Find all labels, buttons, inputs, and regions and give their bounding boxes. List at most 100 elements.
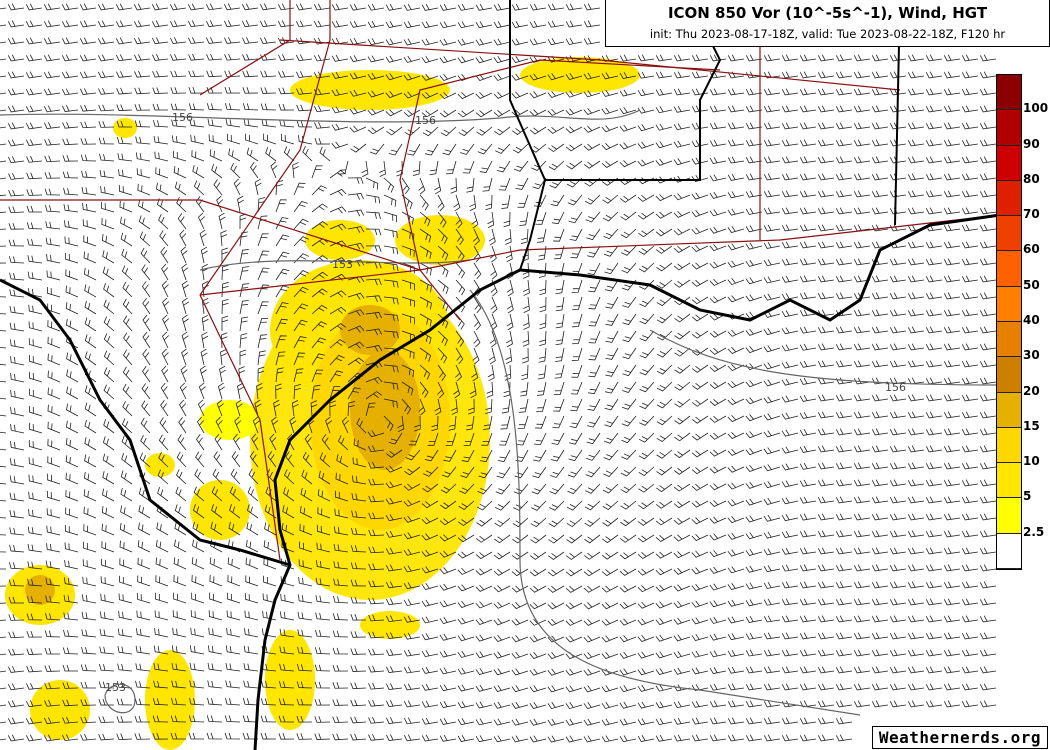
wind-barb (216, 399, 224, 417)
wind-barb (122, 298, 133, 315)
wind-barb (673, 140, 691, 148)
wind-barb (656, 262, 673, 272)
wind-barb (453, 194, 461, 212)
wind-barb (655, 517, 673, 526)
wind-barb (434, 177, 442, 195)
wind-barb (450, 177, 457, 194)
wind-barb (511, 618, 529, 626)
wind-barb (62, 105, 79, 112)
wind-barb (260, 732, 277, 740)
wind-barb (961, 445, 979, 453)
wind-barb (46, 543, 61, 553)
wind-barb (135, 663, 151, 672)
wind-barb (656, 398, 673, 409)
wind-barb (835, 394, 853, 402)
wind-barb (925, 309, 943, 317)
wind-barb (120, 505, 133, 519)
wind-barb (181, 348, 189, 366)
wind-barb (781, 581, 799, 589)
wind-barb (781, 258, 799, 266)
wind-barb (0, 109, 7, 112)
wind-barb (347, 226, 365, 234)
wind-barb (401, 364, 415, 377)
wind-barb (853, 156, 871, 164)
wind-barb (943, 326, 961, 334)
wind-barb (153, 680, 169, 689)
wind-barb (278, 70, 295, 78)
wind-barb (673, 228, 691, 236)
wind-barb (604, 262, 619, 275)
wind-barb (439, 717, 457, 725)
wind-barb (178, 416, 187, 434)
wind-barb (583, 3, 601, 11)
wind-barb (98, 121, 115, 128)
wind-barb (853, 479, 871, 487)
wind-barb (421, 650, 439, 658)
wind-barb (275, 318, 288, 332)
wind-barb (673, 517, 691, 525)
wind-barb (311, 271, 328, 281)
wind-barb (385, 497, 403, 505)
wind-barb (536, 228, 547, 243)
wind-barb (311, 304, 328, 315)
wind-barb (979, 258, 997, 266)
wind-barb (835, 71, 853, 79)
wind-barb (961, 71, 979, 79)
wind-barb (638, 466, 655, 477)
wind-barb (349, 125, 367, 133)
wind-barb (961, 479, 979, 487)
wind-barb (314, 716, 331, 723)
wind-barb (208, 627, 223, 638)
wind-barb (336, 454, 349, 468)
wind-barb (781, 547, 799, 555)
wind-barb (385, 547, 403, 555)
wind-barb (457, 534, 475, 543)
wind-barb (141, 383, 151, 400)
wind-barb (368, 733, 385, 741)
wind-barb (601, 107, 619, 115)
wind-barb (547, 702, 565, 710)
wind-barb (530, 551, 547, 560)
wind-barb (171, 645, 187, 655)
wind-barb (835, 564, 853, 572)
wind-barb (691, 330, 709, 339)
wind-barb (655, 71, 673, 79)
wind-barb (401, 177, 410, 195)
wind-barb (745, 700, 763, 708)
wind-barb (673, 88, 691, 96)
wind-barb (511, 602, 529, 610)
wind-barb (383, 330, 399, 339)
wind-barb (139, 231, 151, 247)
wind-barb (47, 473, 61, 485)
wind-barb (206, 715, 223, 723)
wind-barb (853, 258, 871, 266)
wind-barb (65, 420, 79, 434)
wind-barb (889, 394, 907, 402)
wind-barb (619, 89, 637, 97)
wind-barb (763, 293, 781, 301)
wind-barb (817, 343, 835, 351)
wind-barb (943, 71, 961, 79)
wind-barb (516, 432, 529, 446)
wind-barb (220, 230, 228, 247)
wind-barb (601, 618, 619, 626)
wind-barb (925, 700, 943, 708)
wind-barb (439, 38, 457, 46)
wind-barb (496, 160, 511, 173)
wind-barb (173, 557, 187, 570)
wind-barb (368, 699, 385, 707)
wind-barb (457, 617, 475, 625)
wind-barb (135, 152, 151, 162)
wind-barb (925, 275, 943, 283)
wind-barb (763, 139, 781, 147)
wind-barb (475, 684, 493, 692)
wind-barb (79, 54, 97, 62)
wind-barb (691, 210, 709, 218)
wind-barb (709, 209, 727, 217)
wind-barb (781, 514, 799, 522)
wind-barb (26, 596, 43, 604)
wind-barb (152, 103, 169, 111)
wind-barb (46, 270, 61, 281)
wind-barb (482, 177, 493, 192)
wind-barb (237, 382, 244, 400)
